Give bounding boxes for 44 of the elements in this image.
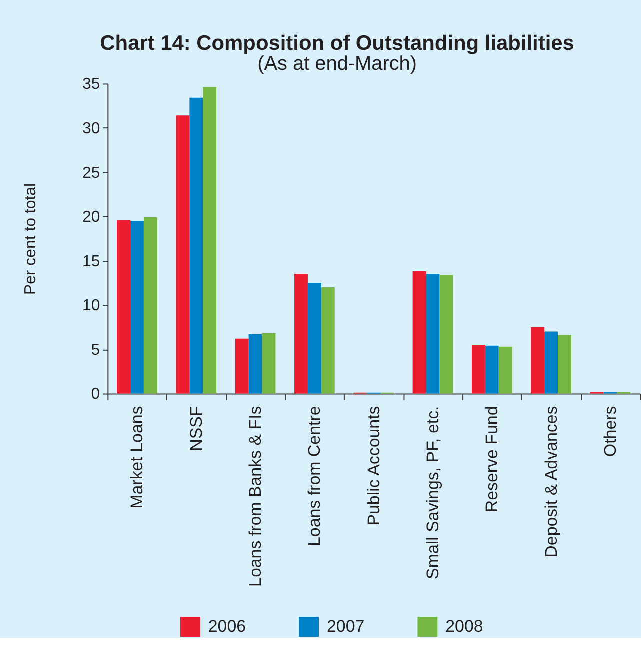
- y-tick-label: 35: [82, 76, 100, 94]
- bar: [412, 272, 426, 394]
- bar: [485, 346, 499, 394]
- bar: [235, 338, 249, 394]
- bar: [531, 327, 545, 394]
- bar: [262, 334, 276, 394]
- bar: [190, 98, 204, 394]
- x-tick-label: Market Loans: [128, 406, 147, 509]
- x-tick-label: Deposit & Advances: [542, 406, 561, 558]
- bar: [440, 275, 454, 394]
- x-tick-label: Reserve Fund: [482, 406, 502, 513]
- chart-title: Chart 14: Composition of Outstanding liabilities: [100, 32, 574, 55]
- bar: [321, 287, 335, 394]
- y-tick-label: 30: [82, 120, 100, 138]
- legend-label: 2007: [326, 617, 365, 636]
- y-tick-label: 10: [82, 298, 100, 315]
- x-tick-label: NSSF: [186, 406, 206, 452]
- bar: [558, 335, 572, 394]
- x-tick-label: Loans from Centre: [305, 406, 324, 547]
- bar: [203, 87, 217, 394]
- x-tick-label: Public Accounts: [364, 406, 384, 526]
- y-tick-label: 5: [91, 342, 100, 359]
- bar: [544, 332, 558, 394]
- bar: [308, 283, 322, 394]
- bar: [248, 334, 262, 394]
- y-tick-label: 0: [91, 386, 100, 404]
- legend-label: 2006: [208, 617, 246, 636]
- x-tick-label: Loans from Banks & FIs: [246, 406, 266, 587]
- chart-subtitle: (As at end-March): [258, 52, 418, 75]
- bar: [426, 274, 440, 394]
- bar: [472, 345, 486, 394]
- x-tick-label: Others: [600, 406, 620, 458]
- y-tick-label: 25: [82, 164, 100, 182]
- y-tick-label: 20: [82, 209, 100, 226]
- bar: [176, 116, 190, 394]
- x-tick-label: Small Savings, PF, etc.: [423, 406, 442, 580]
- bar: [498, 346, 512, 394]
- bar: [144, 217, 158, 394]
- bar: [117, 220, 131, 394]
- bar: [294, 274, 308, 394]
- legend-label: 2008: [446, 617, 484, 636]
- y-axis-title: Per cent to total: [22, 183, 40, 296]
- bar: [130, 221, 144, 394]
- y-tick-label: 15: [82, 253, 100, 270]
